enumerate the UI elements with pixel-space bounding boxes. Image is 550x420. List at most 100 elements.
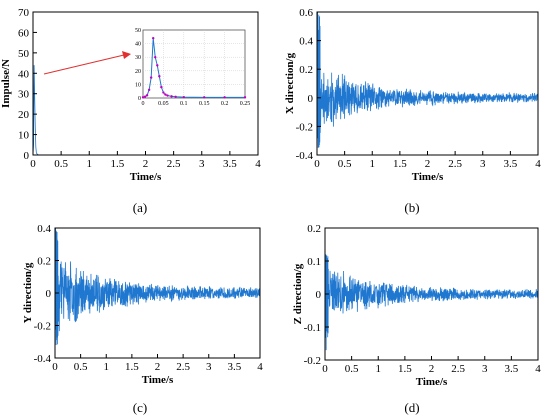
inset-data-point [152, 36, 155, 40]
x-tick-label: 0 [322, 363, 328, 375]
x-tick-label: 0.5 [345, 363, 359, 375]
y-tick-label: -0.2 [296, 121, 313, 133]
y-tick-label: 50 [18, 48, 30, 60]
x-tick-label: 1.5 [393, 158, 407, 170]
inset-data-point [174, 95, 177, 98]
inset-y-tick-label: 30 [135, 55, 141, 61]
inset-data-point [164, 93, 167, 96]
x-tick-label: 1.5 [125, 361, 139, 373]
x-tick-label: 4 [257, 361, 263, 373]
y-tick-label: -0.1 [304, 322, 321, 334]
x-tick-label: 1 [87, 158, 93, 170]
chart-panel-b: 0 0.5 1 1.5 2 2.5 3 3.5 4 -0.4 -0.2 0 0.2 0.4 0.6 Time/… [284, 7, 541, 215]
inset-y-tick-label: 10 [135, 82, 141, 88]
inset-frame [142, 29, 246, 99]
y-axis-label: Y direction/g [22, 262, 34, 323]
x-tick-label: 2 [429, 363, 435, 375]
inset-x-tick-label: 0.25 [240, 101, 251, 107]
x-tick-label: 3.5 [228, 361, 242, 373]
inset-x-tick-label: 0.05 [158, 101, 169, 107]
x-tick-label: 4 [535, 158, 541, 170]
inset-x-tick-label: 0.2 [221, 101, 229, 107]
panel-label: (a) [133, 200, 147, 215]
inset-data-point [143, 95, 147, 98]
inset-data-point [156, 64, 159, 67]
panel-label: (d) [404, 400, 419, 415]
x-tick-label: 4 [255, 158, 261, 170]
inset-x-tick-label: 0.15 [199, 101, 210, 107]
pointer-arrow-head [122, 51, 131, 59]
inset-data-point [166, 94, 169, 97]
y-axis-label: Impulse/N [0, 59, 12, 108]
chart-panel-a: 0 0.5 1 1.5 2 2.5 3 3.5 4010203040506070Time/sIm… [0, 7, 261, 215]
series-line-b [316, 11, 539, 148]
x-tick-label: 0.5 [338, 158, 352, 170]
x-tick-label: 2 [425, 158, 431, 170]
x-tick-label: 2.5 [167, 158, 181, 170]
x-tick-label: 0.5 [74, 361, 88, 373]
series-line-c [54, 227, 261, 346]
y-tick-label: 0.4 [299, 36, 313, 48]
x-tick-label: 3 [206, 361, 212, 373]
plot-frame-b [316, 11, 539, 156]
x-tick-label: 4 [535, 363, 541, 375]
x-tick-label: 3 [199, 158, 205, 170]
x-axis-label: Time/s [142, 374, 174, 386]
inset-y-tick-label: 0 [138, 96, 141, 102]
inset-data-point [145, 94, 149, 97]
series-line-d [324, 254, 539, 351]
inset-x-tick-label: 0 [142, 101, 145, 107]
inset-data-point [182, 95, 185, 99]
x-tick-label: 0.5 [54, 158, 68, 170]
y-tick-label: 0.6 [299, 7, 313, 19]
y-tick-label: 0 [24, 150, 30, 162]
inset-data-point [203, 96, 206, 99]
inset-data-point [147, 88, 151, 92]
y-tick-label: 0.4 [37, 223, 51, 235]
y-tick-label: 0.2 [299, 64, 313, 76]
inset-data-point [243, 96, 247, 99]
y-tick-label: -0.4 [296, 150, 314, 162]
y-tick-label: 20 [18, 109, 30, 121]
x-tick-label: 2 [143, 158, 149, 170]
x-axis-label: Time/s [130, 171, 162, 183]
y-tick-label: 0 [308, 93, 314, 105]
inset-data-point [160, 85, 163, 89]
inset-data-point [162, 91, 165, 94]
inset-data-point [149, 76, 153, 79]
x-tick-label: 2.5 [176, 361, 190, 373]
y-tick-label: 0.1 [307, 256, 321, 268]
y-tick-label: 40 [18, 68, 30, 80]
x-tick-label: 2.5 [448, 158, 462, 170]
x-tick-label: 1.5 [111, 158, 125, 170]
inset-y-tick-label: 40 [135, 42, 141, 48]
inset-data-point [154, 56, 157, 59]
y-tick-label: 10 [18, 130, 30, 142]
x-tick-label: 3.5 [504, 158, 518, 170]
x-tick-label: 1.5 [398, 363, 412, 375]
x-tick-label: 3.5 [505, 363, 519, 375]
chart-panel-d: 0 0.5 1 1.5 2 2.5 3 3.5 4 -0.2 -0.1 0 0.1 0.2 Time/s Z … [292, 223, 541, 415]
y-tick-label: -0.4 [34, 353, 52, 365]
x-tick-label: 3.5 [223, 158, 237, 170]
y-axis-label: Z direction/g [292, 263, 304, 324]
x-tick-label: 0 [30, 158, 36, 170]
x-tick-label: 2 [155, 361, 161, 373]
x-axis-label: Time/s [412, 171, 444, 183]
y-tick-label: 30 [18, 89, 30, 101]
x-tick-label: 0 [52, 361, 58, 373]
chart-panel-c: 0 0.5 1 1.5 2 2.5 3 3.5 4 -0.4 -0.2 0 0.2 0.4 Time/s Y … [22, 223, 263, 415]
y-tick-label: 0.2 [307, 223, 321, 235]
x-tick-label: 3 [482, 363, 488, 375]
y-tick-label: 70 [18, 7, 30, 19]
x-axis-label: Time/s [416, 376, 448, 388]
panel-label: (b) [404, 200, 419, 215]
y-tick-label: 0 [46, 288, 52, 300]
inset-data-point [223, 96, 226, 99]
pointer-arrow-line [43, 54, 125, 75]
inset-data-point [170, 95, 173, 98]
x-tick-label: 3 [480, 158, 486, 170]
panel-label: (c) [133, 400, 147, 415]
x-tick-label: 1 [376, 363, 382, 375]
y-axis-label: X direction/g [284, 52, 296, 114]
